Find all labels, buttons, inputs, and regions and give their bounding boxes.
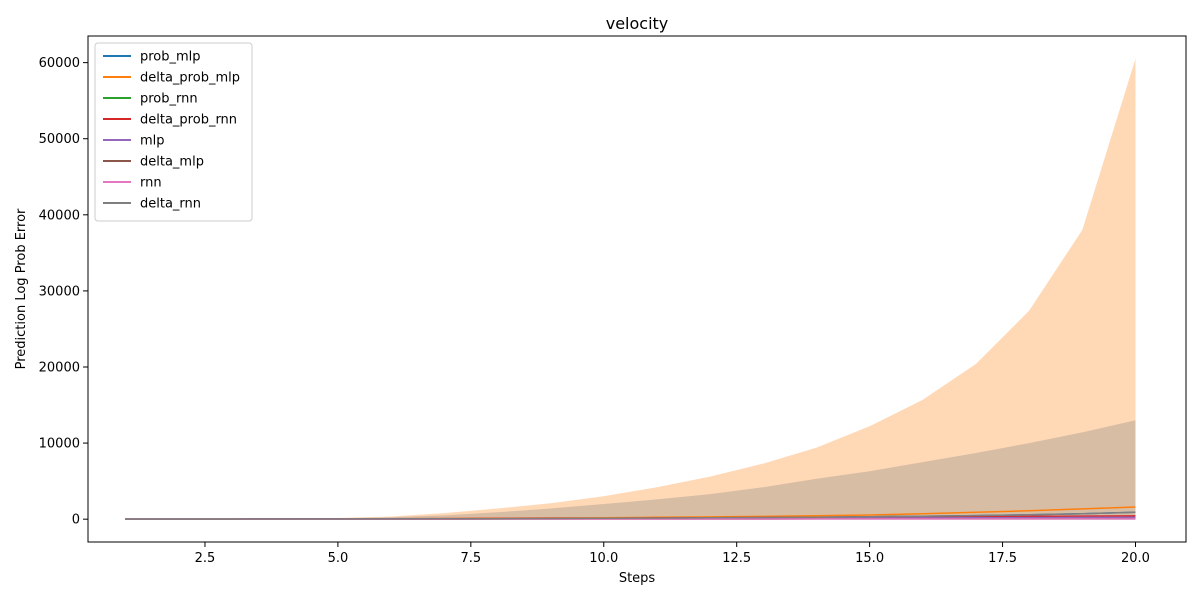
x-tick-label: 10.0 (589, 551, 618, 566)
legend-box (94, 42, 253, 222)
x-axis-ticks: 2.5 5.0 7.5 10.0 12.5 15.0 17.5 20.0 (195, 542, 1150, 566)
legend-label-delta-prob-mlp: delta_prob_mlp (140, 71, 240, 86)
plot-frame (87, 35, 1187, 543)
delta-prob-mlp-band (125, 58, 1136, 520)
legend-label-delta-rnn: delta_rnn (140, 197, 201, 212)
x-tick-label: 2.5 (195, 551, 216, 566)
delta-rnn-line (125, 511, 1136, 520)
confidence-bands (125, 58, 1136, 520)
legend-label-delta-mlp: delta_mlp (140, 155, 204, 170)
legend-label-prob-rnn: prob_rnn (140, 92, 198, 107)
y-tick-label: 50000 (39, 132, 80, 147)
y-tick-label: 60000 (39, 56, 80, 71)
legend-label-delta-prob-rnn: delta_prob_rnn (140, 113, 237, 128)
delta-rnn-band (125, 420, 1136, 520)
y-tick-label: 10000 (39, 437, 80, 452)
y-axis-label: Prediction Log Prob Error (14, 208, 29, 369)
x-tick-label: 15.0 (855, 551, 884, 566)
y-tick-label: 0 (72, 513, 80, 528)
x-axis-label: Steps (619, 571, 656, 586)
legend-label-prob-mlp: prob_mlp (140, 50, 201, 65)
y-tick-label: 40000 (39, 208, 80, 223)
chart-title: velocity (606, 14, 669, 33)
series-lines (125, 506, 1136, 520)
x-tick-label: 12.5 (722, 551, 751, 566)
x-tick-label: 7.5 (460, 551, 481, 566)
y-tick-label: 30000 (39, 284, 80, 299)
x-tick-label: 20.0 (1121, 551, 1150, 566)
y-axis-ticks: 0 10000 20000 30000 40000 50000 60000 (39, 56, 88, 528)
x-tick-label: 17.5 (988, 551, 1017, 566)
legend: prob_mlp delta_prob_mlp prob_rnn delta_prob… (94, 42, 253, 222)
x-tick-label: 5.0 (328, 551, 349, 566)
legend-label-mlp: mlp (140, 134, 165, 149)
legend-label-rnn: rnn (140, 176, 162, 191)
y-tick-label: 20000 (39, 360, 80, 375)
